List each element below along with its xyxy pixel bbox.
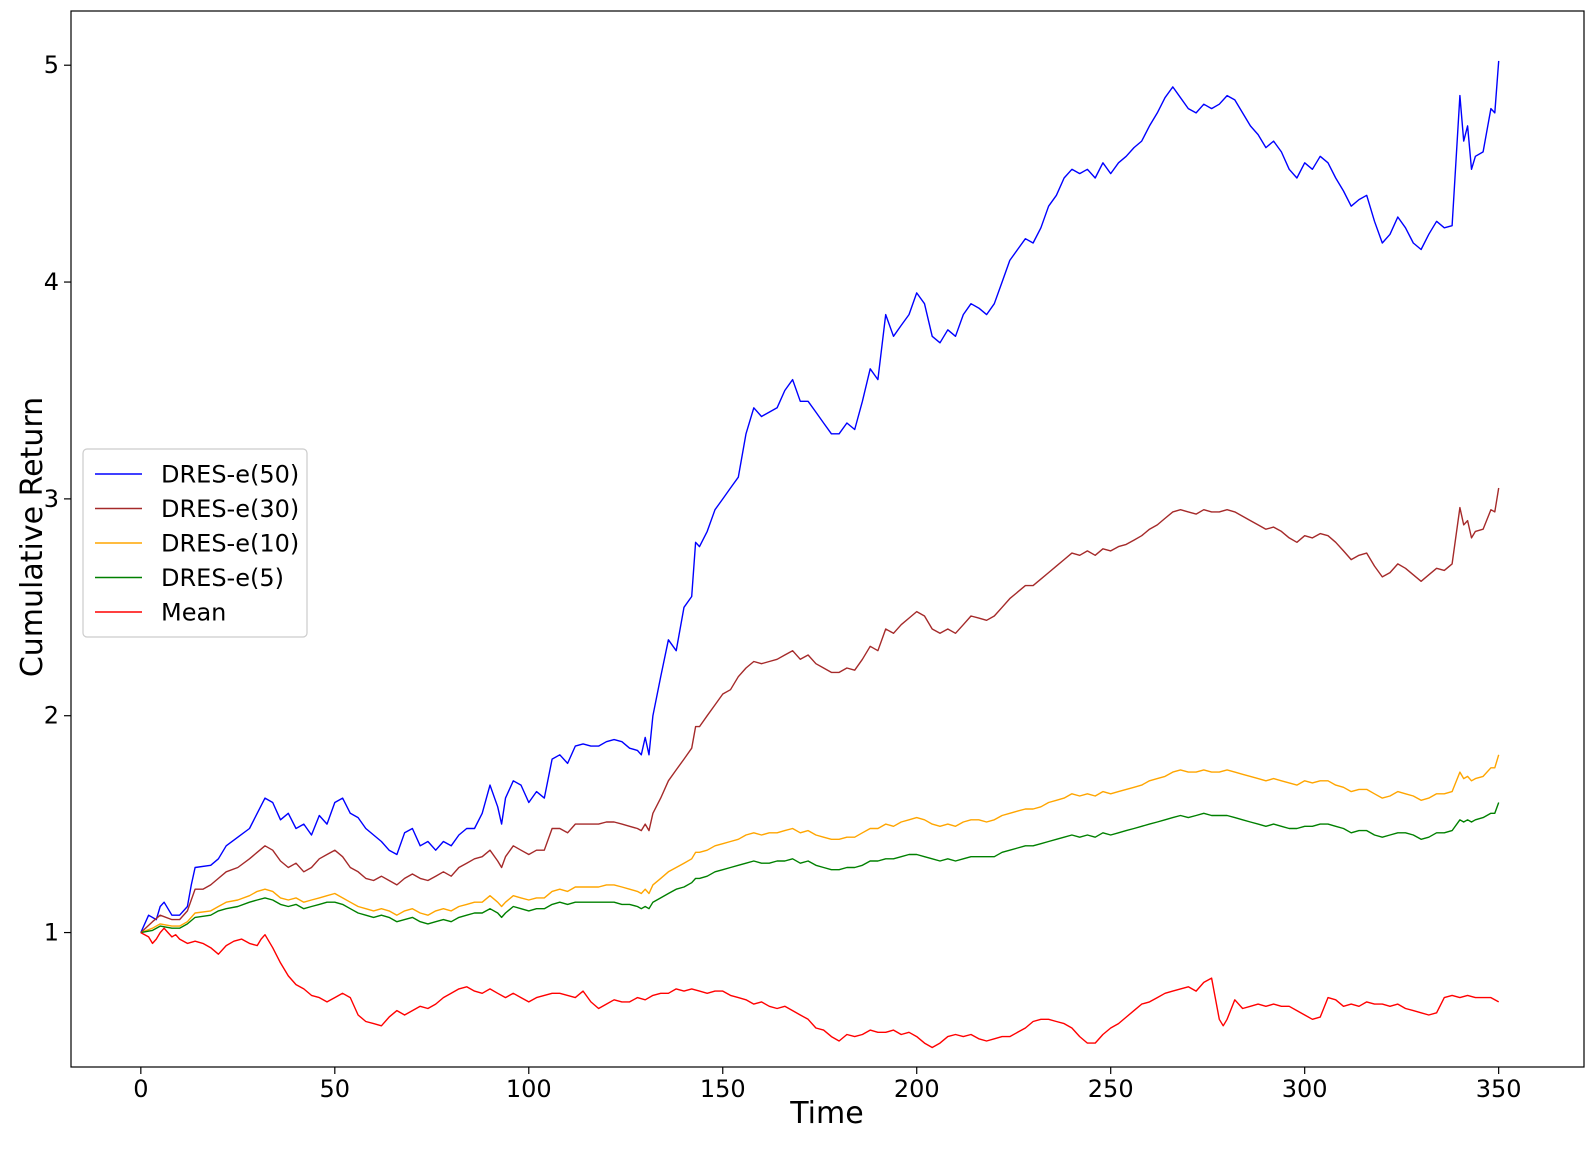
- y-tick-label: 4: [44, 268, 59, 296]
- legend-label: DRES-e(30): [161, 495, 299, 523]
- x-tick-label: 50: [320, 1075, 351, 1103]
- legend-label: DRES-e(50): [161, 461, 299, 489]
- y-tick-label: 5: [44, 51, 59, 79]
- y-tick-label: 1: [44, 919, 59, 947]
- x-tick-label: 0: [133, 1075, 148, 1103]
- legend-label: DRES-e(10): [161, 530, 299, 558]
- series-line-1: [140, 60, 1500, 933]
- plot-frame: [70, 10, 1585, 1068]
- x-axis-ticks: 0 50 100 150 200 250 300 350: [133, 1067, 1522, 1103]
- legend-items: DRES-e(50) DRES-e(30) DRES-e(10) DRES-e(5) M…: [95, 461, 299, 627]
- legend: DRES-e(50) DRES-e(30) DRES-e(10) DRES-e(5) M…: [82, 448, 308, 638]
- x-tick-label: 300: [1282, 1075, 1328, 1103]
- series-line-5: [140, 927, 1500, 1049]
- x-tick-label: 150: [700, 1075, 746, 1103]
- legend-label: DRES-e(5): [161, 564, 284, 592]
- series-line-4: [140, 802, 1500, 934]
- y-tick-label: 2: [44, 702, 59, 730]
- series-line-3: [140, 754, 1500, 934]
- x-tick-label: 100: [506, 1075, 552, 1103]
- x-tick-label: 350: [1476, 1075, 1522, 1103]
- x-axis-label: Time: [789, 1096, 863, 1131]
- series-line-2: [140, 487, 1500, 934]
- legend-box: [82, 448, 308, 638]
- legend-label: Mean: [161, 599, 226, 627]
- series-layer: [140, 60, 1500, 1049]
- x-tick-label: 200: [894, 1075, 940, 1103]
- y-axis-label: Cumulative Return: [15, 397, 50, 677]
- x-tick-label: 250: [1088, 1075, 1134, 1103]
- y-tick-label: 3: [44, 485, 59, 513]
- y-axis-ticks: 1 2 3 4 5: [44, 51, 71, 947]
